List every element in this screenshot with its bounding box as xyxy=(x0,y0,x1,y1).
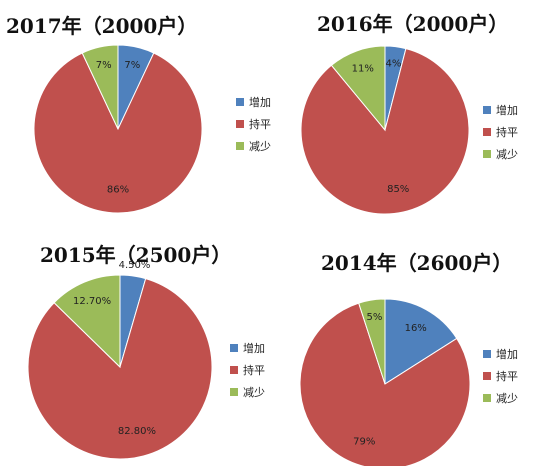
legend-label: 减少 xyxy=(496,392,518,405)
pie-chart-2017: 2017年（2000户） 7% 86% 7% 增加持平减少 xyxy=(0,0,277,233)
pie-slice-decrease xyxy=(358,298,386,385)
legend-label: 减少 xyxy=(496,148,518,161)
legend-item-flat: 持平 xyxy=(483,365,518,387)
legend-swatch xyxy=(236,120,244,128)
legend-swatch xyxy=(236,98,244,106)
data-label-flat: 86% xyxy=(107,185,129,196)
legend-swatch xyxy=(230,366,238,374)
data-label-decrease: 7% xyxy=(96,60,112,71)
legend-swatch xyxy=(483,350,491,358)
pie-chart-2016: 2016年（2000户） 4% 85% 11% 增加持平减少 xyxy=(277,0,554,233)
legend-item-increase: 增加 xyxy=(236,91,271,113)
pie-slice-increase xyxy=(384,298,458,385)
legend: 增加 持平 减少 xyxy=(236,91,271,157)
legend-item-increase: 增加 xyxy=(483,99,518,121)
pie-slice-decrease xyxy=(330,45,386,132)
data-label-increase: 4% xyxy=(385,58,401,69)
legend-item-decrease: 减少 xyxy=(230,381,265,403)
legend-item-flat: 持平 xyxy=(483,121,518,143)
legend-swatch xyxy=(230,344,238,352)
data-label-flat: 82.80% xyxy=(118,426,156,437)
data-label-increase: 16% xyxy=(405,323,427,334)
data-label-increase: 4.50% xyxy=(119,260,151,271)
data-label-decrease: 11% xyxy=(352,63,374,74)
legend-label: 减少 xyxy=(243,386,265,399)
legend-item-decrease: 减少 xyxy=(236,135,271,157)
pie-slice-flat xyxy=(27,278,213,460)
data-label-flat: 79% xyxy=(353,437,375,448)
legend-label: 增加 xyxy=(496,104,518,117)
legend-swatch xyxy=(236,142,244,150)
pie-slice-flat xyxy=(300,48,470,215)
legend-swatch xyxy=(483,106,491,114)
data-label-flat: 85% xyxy=(387,184,409,195)
legend-label: 减少 xyxy=(249,140,271,153)
chart-title: 2015年（2500户） xyxy=(40,243,232,267)
chart-title: 2017年（2000户） xyxy=(6,14,198,38)
legend: 增加 持平 减少 xyxy=(230,337,265,403)
pie-slice-flat xyxy=(299,302,471,466)
legend-item-increase: 增加 xyxy=(483,343,518,365)
legend-item-flat: 持平 xyxy=(230,359,265,381)
legend-label: 持平 xyxy=(243,364,265,377)
data-label-increase: 7% xyxy=(124,60,140,71)
legend-swatch xyxy=(483,372,491,380)
pie-chart-2015: 2015年（2500户） 4.50% 82.80% 12.70% 增加持平减少 xyxy=(0,233,277,466)
pie-plot: 16% 79% 5% xyxy=(299,298,471,466)
data-label-decrease: 12.70% xyxy=(73,296,111,307)
legend-label: 持平 xyxy=(496,370,518,383)
pie-plot: 4.50% 82.80% 12.70% xyxy=(27,260,213,460)
legend: 增加 持平 减少 xyxy=(483,343,518,409)
legend-swatch xyxy=(483,128,491,136)
pie-slice-decrease xyxy=(81,44,119,130)
pie-plot: 4% 85% 11% xyxy=(300,45,470,215)
pie-chart-2014: 2014年（2600户） 16% 79% 5% 增加持平减少 xyxy=(277,233,554,466)
legend-item-decrease: 减少 xyxy=(483,387,518,409)
chart-title: 2014年（2600户） xyxy=(321,251,513,275)
pie-plot: 7% 86% 7% xyxy=(33,44,203,214)
legend-item-decrease: 减少 xyxy=(483,143,518,165)
legend-label: 增加 xyxy=(249,96,271,109)
legend-label: 持平 xyxy=(249,118,271,131)
pie-slice-flat xyxy=(33,52,203,214)
legend-label: 增加 xyxy=(243,342,265,355)
legend-label: 持平 xyxy=(496,126,518,139)
legend-swatch xyxy=(483,150,491,158)
legend: 增加 持平 减少 xyxy=(483,99,518,165)
data-label-decrease: 5% xyxy=(366,312,382,323)
legend-item-increase: 增加 xyxy=(230,337,265,359)
chart-title: 2016年（2000户） xyxy=(317,12,509,36)
legend-swatch xyxy=(230,388,238,396)
legend-item-flat: 持平 xyxy=(236,113,271,135)
legend-swatch xyxy=(483,394,491,402)
pie-slice-decrease xyxy=(53,274,121,369)
legend-label: 增加 xyxy=(496,348,518,361)
